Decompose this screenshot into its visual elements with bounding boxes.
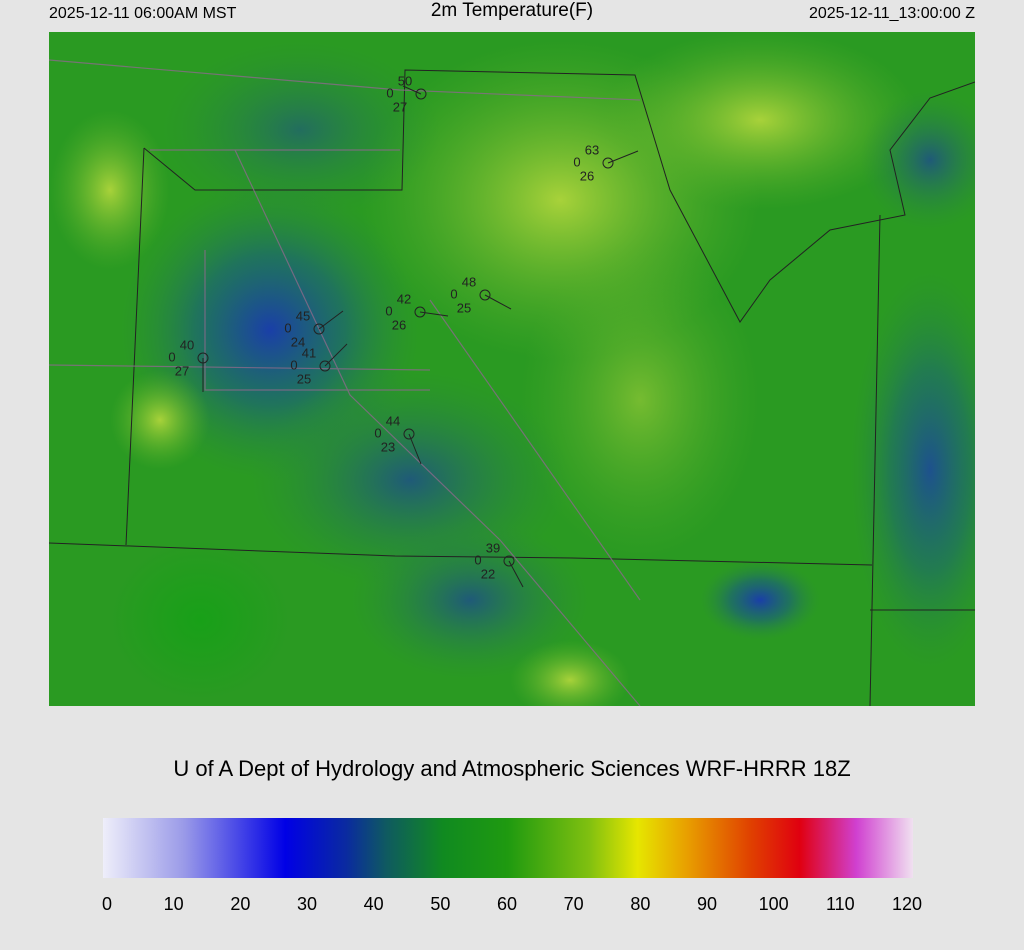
wind-speed: 0 [168,349,175,364]
station-circle [414,306,426,318]
roads [49,59,641,706]
colorbar-tick-label: 100 [759,894,789,914]
dewpoint: 26 [392,317,406,332]
wind-speed: 0 [474,552,481,567]
temperature: 41 [302,345,316,360]
station-circle [602,157,614,169]
colorbar-tick-label: 80 [630,894,650,914]
station-circle [319,360,331,372]
colorbar-tick-label: 40 [364,894,384,914]
colorbar-tick-label: 120 [892,894,922,914]
colorbar-tick-label: 0 [102,894,112,914]
credit: U of A Dept of Hydrology and Atmospheric… [173,756,850,781]
colorbar-tick-label: 70 [564,894,584,914]
dewpoint: 22 [481,566,495,581]
valid-time-local: 2025-12-11 06:00AM MST [49,5,237,22]
wind-speed: 0 [290,357,297,372]
station: 42 026 [385,291,449,332]
valid-time-utc: 2025-12-11_13:00:00 Z [809,5,975,22]
dewpoint: 27 [393,99,407,114]
station: 40 027 [168,337,209,392]
wind-barb [402,85,422,95]
wind-speed: 0 [386,85,393,100]
colorbar [103,818,913,878]
colorbar-tick-label: 110 [826,894,855,914]
dewpoint: 24 [291,334,305,349]
station-circle [403,428,415,440]
colorbar-tick-label: 10 [164,894,184,914]
colorbar-tick-label: 20 [230,894,250,914]
station-circle [197,352,209,364]
colorbar-tick-label: 30 [297,894,317,914]
colorbar-tick-label: 50 [430,894,450,914]
station-circle [313,323,325,335]
wind-speed: 0 [385,303,392,318]
temperature: 40 [180,337,194,352]
dewpoint: 26 [580,168,594,183]
station: 44 023 [374,413,422,465]
station: 48 025 [450,274,512,315]
station-circle [503,555,515,567]
station-circle [479,289,491,301]
colorbar-tick-label: 60 [497,894,517,914]
temperature: 50 [398,73,412,88]
temperature: 39 [486,540,500,555]
wind-speed: 0 [374,425,381,440]
state-borders [49,69,975,706]
temperature: 42 [397,291,411,306]
temperature: 63 [585,142,599,157]
wind-speed: 0 [573,154,580,169]
dewpoint: 25 [297,371,311,386]
temperature: 45 [296,308,310,323]
wind-speed: 0 [284,320,291,335]
temperature-field [49,32,975,706]
station: 63 026 [573,142,639,183]
dewpoint: 23 [381,439,395,454]
station: 50 027 [386,73,427,114]
temperature: 48 [462,274,476,289]
station: 45 024 [284,308,344,349]
wind-speed: 0 [450,286,457,301]
station-circle [415,88,427,100]
dewpoint: 25 [457,300,471,315]
colorbar-ticks: 0 10 20 30 40 50 60 70 80 90 100 110 120 [102,894,922,914]
dewpoint: 27 [175,363,189,378]
station: 39 022 [474,540,524,588]
temperature: 44 [386,413,400,428]
map-title: 2m Temperature(F) [431,0,593,21]
colorbar-tick-label: 90 [697,894,717,914]
station: 41 025 [290,343,348,386]
